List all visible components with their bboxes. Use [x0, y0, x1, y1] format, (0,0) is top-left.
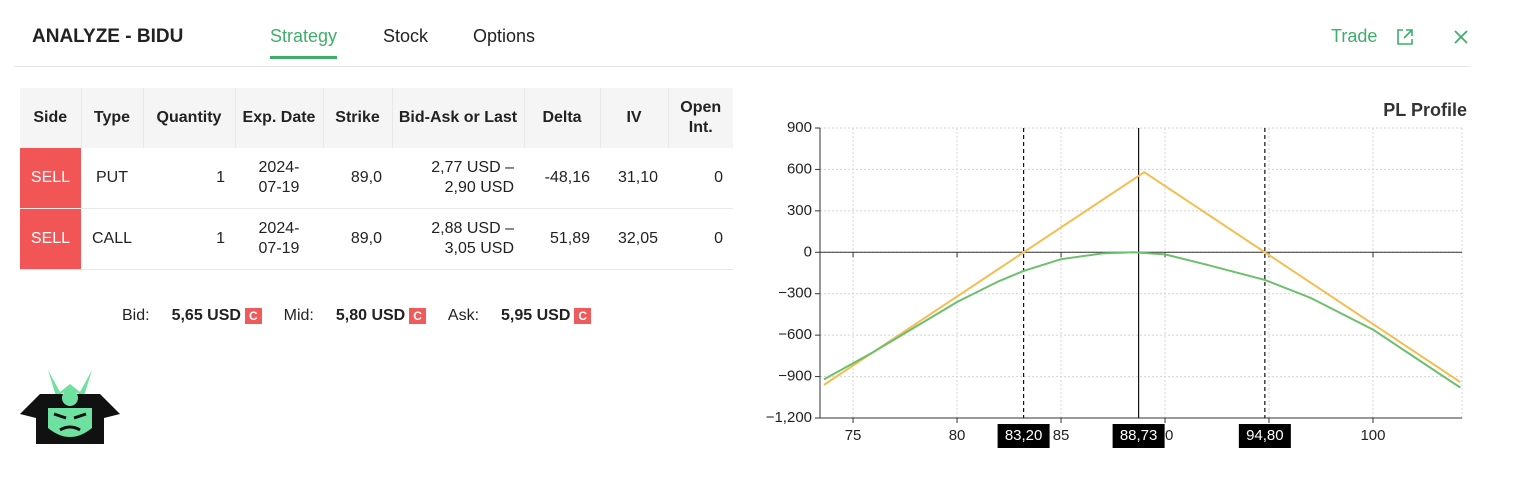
pl-line [823, 170, 1461, 386]
tab[interactable]: Options [473, 26, 536, 46]
column-header: Open Int. [667, 88, 733, 148]
column-header: Strike [322, 88, 392, 148]
side-cell: SELL [20, 208, 81, 270]
table-cell: 32,05 [600, 208, 668, 270]
pl-chart: PL Profile 900 600 300 0 −300 −600 −900 −1,200 7… [766, 100, 1467, 448]
table-cell: 89,0 [323, 148, 392, 209]
column-header: Quantity [142, 88, 235, 148]
column-header: IV [599, 88, 668, 148]
header-title: ANALYZE - BIDU [32, 26, 184, 47]
marker-box [997, 424, 1050, 448]
marker-label: 88,73 [1120, 427, 1158, 444]
column-header: Side [20, 88, 81, 148]
logo [20, 370, 120, 444]
y-tick-label: 300 [787, 202, 812, 219]
y-tick-label: 900 [787, 119, 812, 136]
marker-box [1238, 424, 1291, 448]
table-cell: PUT [81, 148, 143, 209]
summary: Bid: 5,65 USD C Mid: 5,80 USD C Ask: 5,95 USD C [122, 307, 613, 325]
pl-line [823, 251, 1461, 389]
summary-value: 5,80 USD [335, 307, 406, 324]
y-tick-label: −900 [778, 368, 812, 385]
table-cell: CALL [81, 208, 143, 270]
external-icon[interactable] [1395, 27, 1415, 47]
table-cell: 0 [668, 148, 733, 209]
summary-badge: C [244, 308, 262, 324]
table-row: SELL PUT 1 2024-07-19 89,0 2,77 USD – 2,90 US… [20, 148, 733, 209]
table-cell: 0 [668, 208, 733, 270]
side-cell: SELL [20, 148, 81, 209]
y-tick-label: −1,200 [766, 409, 812, 426]
table-cell: 2024-07-19 [235, 148, 323, 209]
y-tick-label: 600 [787, 160, 812, 177]
tab[interactable]: Stock [383, 26, 429, 46]
column-header: Exp. Date [234, 88, 323, 148]
table-cell: 2,88 USD – 3,05 USD [392, 208, 524, 270]
summary-badge: C [409, 308, 426, 324]
divider [14, 66, 1470, 67]
x-tick-label: 100 [1360, 427, 1385, 444]
summary-label: Mid: [283, 307, 314, 324]
table-cell: 2,77 USD – 2,90 USD [392, 148, 524, 209]
tab[interactable]: Strategy [270, 26, 338, 59]
marker-box [1112, 424, 1165, 448]
table-cell: 89,0 [323, 208, 392, 270]
table-cell: 1 [143, 208, 235, 270]
y-tick-label: −600 [778, 326, 812, 343]
y-tick-label: −300 [778, 285, 812, 302]
table-cell: 2024-07-19 [235, 208, 323, 270]
x-tick-label: 85 [1053, 427, 1070, 444]
summary-value: 5,65 USD [171, 307, 241, 324]
close-icon[interactable] [1452, 28, 1470, 46]
chart-title: PL Profile [1383, 100, 1467, 120]
summary-value: 5,95 USD [501, 307, 571, 324]
column-header: Type [80, 88, 143, 148]
column-header: Delta [523, 88, 600, 148]
summary-label: Bid: [122, 307, 150, 324]
x-tick-label: 75 [845, 427, 862, 444]
legs-table: Side Type Quantity Exp. Date Strike Bid-Ask o… [20, 88, 733, 270]
x-tick-label: 80 [949, 427, 966, 444]
marker-label: 83,20 [1005, 427, 1043, 444]
y-tick-label: 0 [804, 243, 812, 260]
table-cell: -48,16 [524, 148, 600, 209]
trade-link[interactable]: Trade [1331, 26, 1378, 46]
table-cell: 51,89 [524, 208, 600, 270]
table-row: SELL CALL 1 2024-07-19 89,0 2,88 USD – 3,05 U… [20, 208, 733, 270]
table-cell: 1 [143, 148, 235, 209]
table-cell: 31,10 [600, 148, 668, 209]
column-header: Bid-Ask or Last [391, 88, 524, 148]
summary-badge: C [574, 308, 592, 324]
summary-label: Ask: [447, 307, 480, 324]
marker-label: 94,80 [1246, 427, 1284, 444]
